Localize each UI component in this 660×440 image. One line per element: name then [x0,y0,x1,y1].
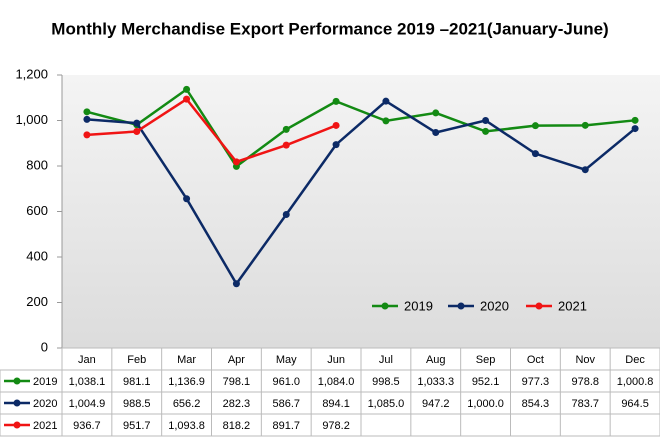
y-tick-label: 1,200 [15,66,48,81]
x-tick-label: Jun [327,354,345,366]
y-tick-label: 600 [26,203,48,218]
table-value: 586.7 [272,398,300,410]
series-line [86,97,337,164]
data-point [83,115,91,123]
table-key [13,421,21,429]
legend-label: 2020 [480,298,509,313]
table-row-label: 2021 [33,420,57,432]
x-tick-label: Apr [228,354,245,366]
y-tick-label: 200 [26,294,48,309]
table-value: 952.1 [472,376,500,388]
data-point [631,116,639,124]
data-point [432,129,440,137]
data-point [482,127,490,135]
data-point [133,119,141,127]
data-point [332,121,340,129]
chart-title: Monthly Merchandise Export Performance 2… [51,19,608,38]
data-point [232,158,240,166]
table-value: 951.7 [123,420,151,432]
table-key [13,399,21,407]
data-point [581,121,589,129]
table-value: 894.1 [322,398,350,410]
data-point [133,127,141,135]
x-tick-label: Dec [625,354,645,366]
x-tick-label: Jul [379,354,393,366]
table-value: 1,038.1 [69,376,106,388]
table-value: 988.5 [123,398,151,410]
table-value: 1,136.9 [168,376,205,388]
data-point [183,195,191,203]
y-tick-label: 800 [26,157,48,172]
y-tick-label: 1,000 [15,112,48,127]
data-point [282,211,290,219]
data-point [83,131,91,139]
data-point [581,166,589,174]
table-row-label: 2019 [33,376,57,388]
data-point [332,141,340,149]
table-value: 1,084.0 [318,376,355,388]
x-tick-label: Nov [575,354,595,366]
table-value: 282.3 [223,398,251,410]
x-tick-label: Feb [127,354,146,366]
table-value: 656.2 [173,398,201,410]
table-key [13,377,21,385]
table-value: 977.3 [522,376,550,388]
data-point [83,108,91,116]
table-value: 981.1 [123,376,151,388]
x-tick-label: Jan [78,354,96,366]
table-value: 1,085.0 [368,398,405,410]
table-value: 891.7 [272,420,300,432]
table-value: 1,000.0 [467,398,504,410]
table-value: 1,033.3 [417,376,454,388]
data-point [382,97,390,105]
data-point [282,141,290,149]
legend-key [457,302,465,310]
table-value: 1,004.9 [69,398,106,410]
table-value: 1,000.8 [617,376,654,388]
table-value: 783.7 [571,398,599,410]
y-tick-label: 400 [26,248,48,263]
table-value: 936.7 [73,420,101,432]
y-tick-label: 0 [41,339,48,354]
data-point [531,150,539,158]
table-value: 998.5 [372,376,400,388]
x-tick-label: Aug [426,354,446,366]
x-tick-label: Sep [476,354,496,366]
plot-area [62,75,660,348]
data-point [183,85,191,93]
data-point [282,125,290,133]
table-value: 854.3 [522,398,550,410]
series-line [86,87,636,169]
table-row-label: 2020 [33,398,57,410]
data-point [531,122,539,130]
legend-label: 2021 [558,298,587,313]
table-value: 978.8 [571,376,599,388]
data-point [482,117,490,124]
table-value: 947.2 [422,398,450,410]
table-value: 961.0 [272,376,300,388]
data-point [232,280,240,288]
table-value: 1,093.8 [168,420,205,432]
legend-key [381,302,389,310]
table-value: 798.1 [223,376,251,388]
data-point [631,125,639,133]
x-tick-label: Mar [177,354,196,366]
table-value: 964.5 [621,398,649,410]
table-value: 818.2 [223,420,251,432]
legend-label: 2019 [404,298,433,313]
table-value: 978.2 [322,420,350,432]
x-tick-label: Oct [527,354,544,366]
data-point [332,97,340,105]
series-line [86,99,636,287]
x-tick-label: May [276,354,297,366]
data-point [382,117,390,125]
data-point [432,109,440,117]
legend-key [535,302,543,310]
data-point [183,95,191,103]
